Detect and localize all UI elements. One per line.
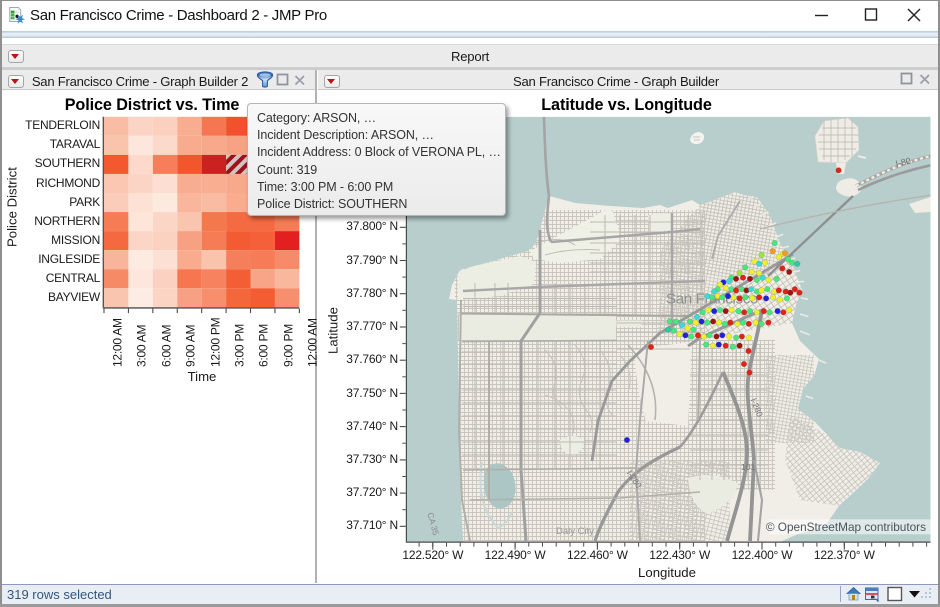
svg-text:© OpenStreetMap contributors: © OpenStreetMap contributors (766, 520, 926, 534)
svg-text:Daly City: Daly City (556, 526, 594, 537)
svg-text:I-80: I-80 (895, 156, 912, 169)
svg-text:101: 101 (741, 462, 755, 472)
